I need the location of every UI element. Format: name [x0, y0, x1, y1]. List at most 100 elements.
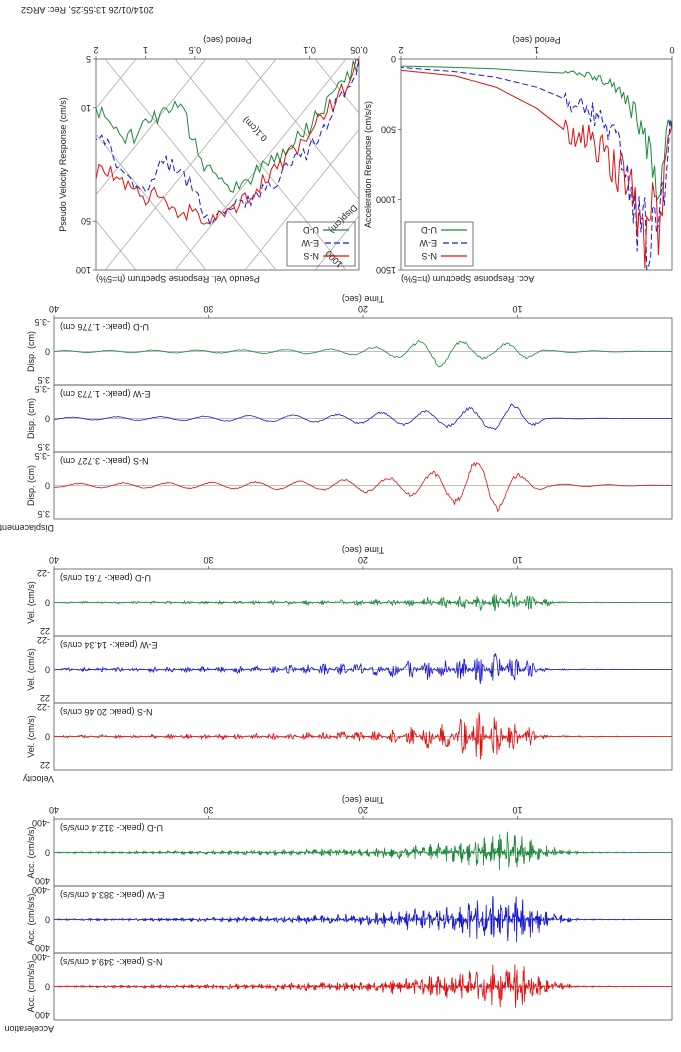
vel-ytick-zero: 0 [45, 598, 50, 608]
acc-spectrum-line-u-d [400, 65, 673, 202]
pseudo-vel-legend-box [286, 221, 356, 267]
vel-time-tick-label: 10 [512, 555, 522, 565]
acc-time-tick-label: 30 [203, 805, 213, 815]
acc-spectrum-xtick-label: 2 [398, 45, 403, 55]
vel-ytick-pos: 22 [40, 693, 50, 703]
acc-ytick-pos: 400 [35, 1010, 50, 1020]
acc-legend-label-e-w: E-W [419, 238, 437, 248]
pseudo-vel-diag-grid [314, 215, 359, 270]
acc-time-tick-label: 10 [512, 805, 522, 815]
vel-peak-label-e-w: E-W (peak:- 14.34 cm/s) [60, 640, 158, 650]
disp-waveform-e-w [53, 403, 672, 431]
disp-time-tick-label: 30 [203, 304, 213, 314]
disp-peak-label-u-d: U-D (peak:- 1.776 cm) [60, 322, 149, 332]
pseudo-vel-ytick-label: 10 [81, 103, 91, 113]
acc-spectrum-xlabel: Period (sec) [512, 35, 561, 45]
acc-ytick-pos: 400 [35, 876, 50, 886]
disp-ylabel-e-w: Disp. (cm) [26, 398, 36, 439]
pseudo-vel-xtick-label: 1 [143, 45, 148, 55]
disp-ytick-neg: -3.5 [34, 317, 50, 327]
vel-ytick-neg: -22 [37, 702, 50, 712]
vel-time-tick-label: 40 [49, 555, 59, 565]
vel-ytick-zero: 0 [45, 732, 50, 742]
disp-ytick-zero: 0 [45, 481, 50, 491]
pseudo-vel-diag-grid [174, 59, 347, 270]
pseudo-vel-diag-grid [104, 59, 277, 270]
vel-peak-label-n-s: N-S (peak: 20.46 cm/s) [60, 707, 153, 717]
acc-spectrum-ytick-label: 0 [391, 54, 396, 64]
pseudo-vel-title: Pseudo Vel. Response Spectrum (h=5%) [96, 274, 260, 284]
acc-spectrum-line-n-s [400, 69, 673, 269]
acc-legend-label-u-d: U-D [421, 225, 437, 235]
acc-spectrum-legend-box [404, 221, 474, 267]
acc-ytick-zero: 0 [45, 982, 50, 992]
vel-ytick-neg: -22 [37, 568, 50, 578]
vel-ytick-pos: 22 [40, 626, 50, 636]
pseudo-vel-diag-grid [96, 133, 207, 270]
disp-ylabel-u-d: Disp. (cm) [26, 331, 36, 372]
acc-time-label: Time (sec) [342, 795, 384, 805]
vel-time-tick-label: 20 [358, 555, 368, 565]
disp-section: Displacement N-S (peak:- 3.727 cm) 3.5 0 -3.… [0, 294, 673, 533]
pseudo-vel-diag-label-1000: 1000 [323, 249, 344, 270]
vel-ylabel-n-s: Vel. (cm/s) [26, 715, 36, 758]
disp-ytick-zero: 0 [45, 347, 50, 357]
disp-ytick-neg: -3.5 [34, 451, 50, 461]
acc-ylabel-n-s: Acc. (cm/s/s) [26, 961, 36, 1013]
acc-ytick-neg: -400 [32, 818, 50, 828]
acc-spectrum-title: Acc. Response Spectrum (h=5%) [401, 274, 534, 284]
acc-ytick-neg: -400 [32, 952, 50, 962]
disp-ytick-zero: 0 [45, 414, 50, 424]
acc-ylabel-u-d: Acc. (cm/s/s) [26, 827, 36, 879]
pseudo-vel-xtick-label: 0.05 [350, 45, 368, 55]
vel-time-label: Time (sec) [342, 545, 384, 555]
acc-legend-label-n-s: N-S [422, 251, 438, 261]
acc-spectrum-xtick-label: 1 [534, 45, 539, 55]
acc-spectrum-legend: N-S E-W U-D [404, 221, 474, 267]
acc-ytick-zero: 0 [45, 915, 50, 925]
pv-legend-label-u-d: U-D [303, 225, 319, 235]
acc-peak-label-n-s: N-S (peak:- 349.4 cm/s/s) [60, 957, 163, 967]
pseudo-vel-diag-grid [109, 0, 681, 570]
disp-trace-u-d: U-D (peak:- 1.776 cm) 3.5 0 -3.5 Disp. (cm) [26, 317, 673, 386]
vel-waveform-u-d [53, 591, 672, 612]
vel-ytick-zero: 0 [45, 665, 50, 675]
acc-ytick-neg: -400 [32, 885, 50, 895]
pseudo-vel-legend: N-S E-W U-D [286, 221, 356, 267]
disp-trace-n-s: N-S (peak:- 3.727 cm) 3.5 0 -3.5 Disp. (cm) [26, 451, 673, 520]
vel-waveform-n-s [53, 712, 672, 760]
vel-peak-label-u-d: U-D (peak:- 7.61 cm/s) [60, 573, 151, 583]
acc-peak-label-e-w: E-W (peak:- 383.4 cm/s/s) [60, 890, 165, 900]
pseudo-vel-xtick-label: 0.1 [303, 45, 316, 55]
disp-ytick-neg: -3.5 [34, 384, 50, 394]
pseudo-vel-line-u-d [96, 60, 359, 193]
acc-spectrum-frame [400, 58, 673, 271]
pseudo-vel-diag-grid [39, 0, 681, 570]
acc-spectrum-ylabel: Acceleration Response (cm/s/s) [363, 101, 373, 228]
acc-waveform-n-s [53, 964, 672, 1008]
pseudo-vel-line-e-w [96, 60, 359, 226]
pseudo-vel-ylabel: Pseudo Velocity Response (cm/s) [58, 97, 68, 232]
acc-ytick-pos: 400 [35, 943, 50, 953]
pseudo-vel-ytick-label: 5 [86, 54, 91, 64]
disp-ytick-pos: 3.5 [37, 442, 50, 452]
disp-waveform-u-d [53, 339, 672, 368]
acc-spectrum-ytick-label: 1500 [376, 265, 396, 275]
disp-ytick-pos: 3.5 [37, 509, 50, 519]
acc-spectrum-ytick-label: 1000 [376, 195, 396, 205]
disp-time-tick-label: 10 [512, 304, 522, 314]
pv-legend-label-e-w: E-W [301, 238, 319, 248]
acc-ylabel-e-w: Acc. (cm/s/s) [26, 894, 36, 946]
pv-legend-label-n-s: N-S [304, 251, 320, 261]
pseudo-vel-diag-grid [0, 0, 681, 870]
disp-time-tick-label: 20 [358, 304, 368, 314]
pseudo-vel-xtick-label: 2 [93, 45, 98, 55]
